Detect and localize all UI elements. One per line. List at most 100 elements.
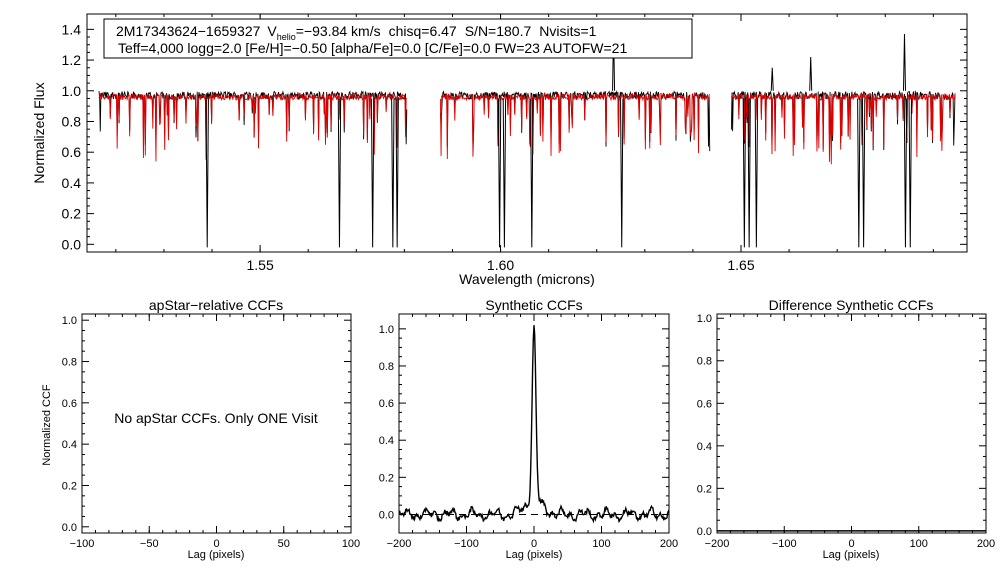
synthetic-xtick-label: −100 (454, 538, 479, 550)
spectrum-ytick-label: 1.2 (62, 52, 82, 68)
difference-axes-frame (716, 313, 987, 534)
synthetic-axes-frame (398, 313, 670, 534)
annotation-vhelio-sub: helio (277, 32, 296, 42)
apstar-ccf-title: apStar−relative CCFs (149, 297, 283, 313)
difference-ytick-label: 0.0 (697, 526, 712, 538)
spectrum-traces (98, 29, 956, 248)
difference-xtick-label: −200 (705, 538, 730, 550)
apstar-ccf-panel: apStar−relative CCFs −100 −50 0 50 100 0.0 0.2… (41, 297, 360, 561)
spectrum-dropout (205, 98, 209, 248)
difference-ytick-label: 0.2 (697, 483, 712, 495)
annotation-box (103, 18, 693, 59)
spectrum-xtick-label: 1.55 (246, 257, 273, 273)
apstar-xtick-label: −50 (140, 538, 159, 550)
annotation-vhelio-label: V (267, 23, 277, 39)
difference-ccf-title: Difference Synthetic CCFs (769, 297, 934, 313)
spectrum-dropout (497, 98, 502, 248)
difference-xtick-label: −100 (772, 538, 797, 550)
spectrum-dropout (903, 98, 908, 248)
model-spectrum-segment (730, 92, 956, 165)
annotation-chisq: chisq=6.47 (389, 23, 457, 39)
apstar-ytick-label: 1.0 (62, 315, 77, 327)
spectrum-spike (902, 33, 906, 91)
synthetic-xtick-label: −200 (387, 538, 412, 550)
synthetic-ytick-label: 0.0 (379, 509, 394, 521)
difference-ytick-label: 0.4 (697, 441, 712, 453)
difference-ytick-label: 0.8 (697, 356, 712, 368)
synthetic-ytick-label: 0.8 (379, 361, 394, 373)
spectrum-dropout (337, 98, 342, 248)
difference-xlabel: Lag (pixels) (823, 549, 880, 561)
model-spectrum-segment (439, 92, 711, 160)
spectrum-ytick-label: 0.6 (62, 144, 82, 160)
difference-xtick-label: 100 (910, 538, 928, 550)
spectrum-ylabel: Normalized Flux (31, 82, 47, 183)
spectrum-dropout (754, 98, 759, 248)
apstar-ylabel: Normalized CCF (41, 384, 53, 466)
spectrum-dropout (391, 98, 395, 248)
apstar-ytick-label: 0.8 (62, 356, 77, 368)
spectrum-ytick-label: 0.2 (62, 206, 82, 222)
annotation-line-2: Teff=4,000 logg=2.0 [Fe/H]=−0.50 [alpha/… (118, 40, 627, 56)
observed-spectrum-segment (439, 90, 711, 152)
apstar-xlabel: Lag (pixels) (188, 549, 245, 561)
spectrum-panel: 1.55 1.60 1.65 0.0 0.2 0.4 0.6 0.8 1.0 1.2 1.4 Wav… (31, 13, 968, 287)
apstar-ytick-label: 0.0 (62, 522, 77, 534)
apstar-ytick-label: 0.4 (62, 439, 77, 451)
spectrum-xtick-label: 1.65 (727, 257, 754, 273)
apstar-no-data-message: No apStar CCFs. Only ONE Visit (114, 410, 318, 426)
difference-ccf-panel: Difference Synthetic CCFs −200 −100 0 100 20… (697, 297, 995, 561)
spectrum-annotation: 2M17343624−1659327 Vhelio=−93.84 km/s chis… (103, 18, 693, 59)
apstar-ticks: −100 −50 0 50 100 0.0 0.2 0.4 0.6 0.8 1.0 (62, 314, 360, 550)
annotation-line-1: 2M17343624−1659327 Vhelio=−93.84 km/s chis… (116, 23, 597, 42)
spectrum-ytick-label: 0.4 (62, 175, 82, 191)
apstar-ytick-label: 0.2 (62, 480, 77, 492)
spectrum-dropout (502, 98, 507, 248)
spectrum-dropout (370, 98, 375, 248)
spectrum-dropout (530, 98, 534, 248)
difference-xtick-label: 200 (977, 538, 995, 550)
annotation-snr: S/N=180.7 (465, 23, 532, 39)
apstar-xtick-label: 50 (278, 538, 290, 550)
synthetic-xtick-label: 100 (592, 538, 610, 550)
difference-ticks: −200 −100 0 100 200 0.0 0.2 0.4 0.6 0.8 1.0 (697, 313, 995, 550)
apstar-xtick-label: −100 (70, 538, 95, 550)
spectrum-dropout (861, 98, 866, 248)
synthetic-ccf-panel: Synthetic CCFs −200 −100 0 100 200 0.0 0.2 0.4 0… (379, 297, 678, 561)
spectrum-dropout (620, 98, 624, 248)
difference-ytick-label: 1.0 (697, 313, 712, 325)
spectrum-dropout (857, 98, 861, 248)
spectrum-ytick-label: 1.4 (62, 21, 82, 37)
annotation-vhelio-value: =−93.84 km/s (296, 23, 381, 39)
model-spectrum-segment (98, 92, 408, 162)
synthetic-ytick-label: 0.4 (379, 435, 394, 447)
synthetic-ytick-label: 0.6 (379, 398, 394, 410)
apstar-xtick-label: 100 (342, 538, 360, 550)
synthetic-ticks: −200 −100 0 100 200 0.0 0.2 0.4 0.6 0.8 1.0 (379, 314, 678, 550)
synthetic-ccf-line (398, 325, 670, 524)
spectrum-ytick-label: 1.0 (62, 83, 82, 99)
spectrum-dropout (908, 98, 912, 248)
spectrum-xlabel: Wavelength (microns) (459, 271, 595, 287)
spectrum-spike (770, 67, 774, 91)
synthetic-ccf-title: Synthetic CCFs (485, 297, 582, 313)
spectrum-ytick-label: 0.0 (62, 236, 82, 252)
synthetic-xtick-label: 200 (660, 538, 678, 550)
spectrum-spike (809, 56, 813, 91)
difference-xtick-label: 0 (848, 538, 854, 550)
synthetic-xlabel: Lag (pixels) (506, 549, 563, 561)
synthetic-traces (398, 325, 670, 524)
spectrum-ticks: 1.55 1.60 1.65 0.0 0.2 0.4 0.6 0.8 1.0 1.2 1.4 (62, 14, 967, 273)
spectrum-xtick-label: 1.60 (487, 257, 514, 273)
synthetic-ytick-label: 0.2 (379, 472, 394, 484)
synthetic-ytick-label: 1.0 (379, 324, 394, 336)
synthetic-xtick-label: 0 (531, 538, 537, 550)
spectrum-ytick-label: 0.8 (62, 114, 82, 130)
apstar-ytick-label: 0.6 (62, 398, 77, 410)
apstar-xtick-label: 0 (213, 538, 219, 550)
annotation-nvisits: Nvisits=1 (539, 23, 596, 39)
spectrum-axes-frame (86, 13, 968, 253)
difference-ytick-label: 0.6 (697, 398, 712, 410)
